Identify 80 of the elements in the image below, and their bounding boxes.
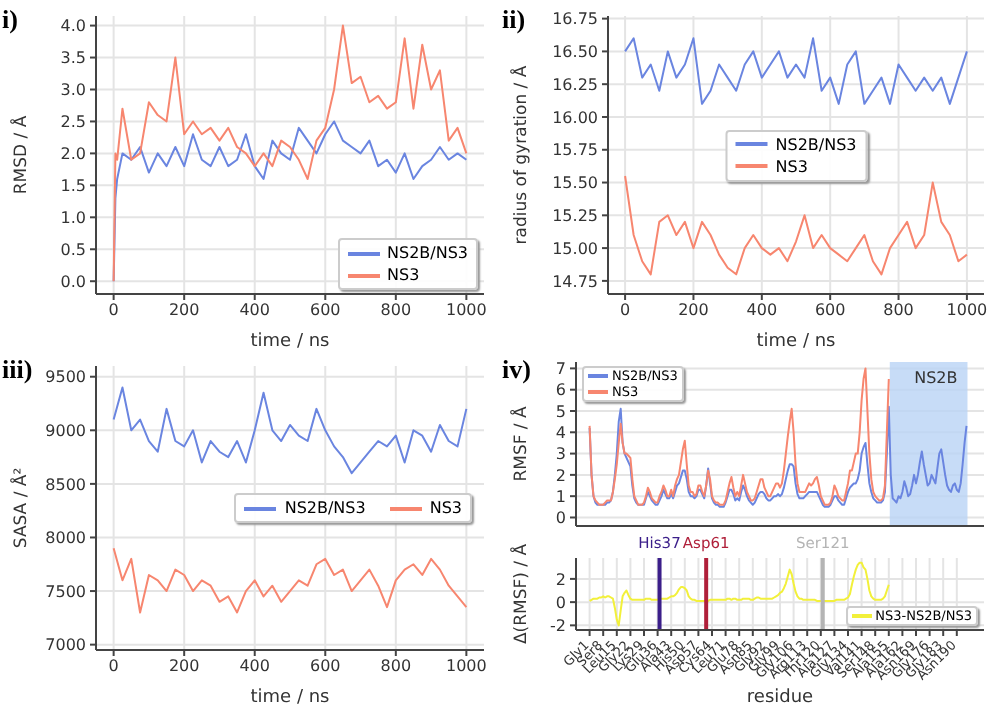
y-tick-label: 4 xyxy=(555,423,566,442)
y-tick-label: 0 xyxy=(555,509,566,528)
x-tick-label: 400 xyxy=(239,301,271,320)
y-tick-label: 0 xyxy=(555,593,566,612)
y-tick-label: 2 xyxy=(555,466,566,485)
legend-label: NS2B/NS3 xyxy=(775,133,857,155)
y-tick-label: 3.5 xyxy=(60,49,86,68)
line-series xyxy=(112,547,468,614)
x-tick-label: 200 xyxy=(168,657,200,676)
x-tick-label: 400 xyxy=(239,657,271,676)
y-tick-label: 15.50 xyxy=(552,174,598,193)
x-tick-label: 0 xyxy=(108,657,119,676)
legend-label: NS2B/NS3 xyxy=(284,497,366,519)
y-tick-label: 0.5 xyxy=(60,240,86,259)
y-tick-label: 1.5 xyxy=(60,177,86,196)
y-tick-label: 4.0 xyxy=(60,17,86,36)
line-series xyxy=(624,174,968,276)
line-series xyxy=(624,37,968,105)
x-tick-label: 800 xyxy=(883,301,914,320)
y-tick-label: 7 xyxy=(555,360,566,379)
line-series xyxy=(588,367,890,506)
y-tick-label: 15.00 xyxy=(552,239,598,258)
x-tick-label: 600 xyxy=(309,657,341,676)
chart-title: ii) xyxy=(502,4,526,36)
y-tick-label: 2.0 xyxy=(60,145,86,164)
x-axis-title: time / ns xyxy=(250,688,331,706)
legend-label: NS2B/NS3 xyxy=(387,242,468,264)
x-tick-label: 0 xyxy=(108,301,119,320)
y-tick-label: 2 xyxy=(555,570,566,589)
y-tick-label: 1.0 xyxy=(60,208,86,227)
x-tick-label: 600 xyxy=(309,301,341,320)
legend-label: NS3 xyxy=(775,155,808,177)
annotation: NS2B xyxy=(914,369,958,388)
x-tick-label: 200 xyxy=(678,301,709,320)
y-tick-label: 15.25 xyxy=(552,207,598,225)
chart-title: iii) xyxy=(2,354,33,386)
y-tick-label: 6 xyxy=(555,381,566,400)
y-tick-label: 0.0 xyxy=(60,272,86,291)
x-tick-label: 400 xyxy=(746,301,778,320)
x-axis-title: residue xyxy=(746,688,815,706)
y-axis-title: RMSD / Å xyxy=(10,115,33,195)
x-tick-label: 0 xyxy=(620,301,631,320)
x-tick-label: 800 xyxy=(380,657,412,676)
y-tick-label: 8500 xyxy=(45,475,86,494)
legend-label: NS3 xyxy=(387,264,420,286)
x-tick-label: 1000 xyxy=(446,657,487,676)
x-axis-title: time / ns xyxy=(756,332,837,352)
chart-title: i) xyxy=(2,4,18,36)
y-tick-label: 3 xyxy=(555,445,566,464)
x-tick-label: 1000 xyxy=(446,301,487,320)
y-axis-title: Δ(RMSF) / Å xyxy=(510,543,533,645)
y-tick-label: 7500 xyxy=(45,582,86,601)
y-tick-label: 14.75 xyxy=(552,272,598,291)
line-series xyxy=(588,405,968,508)
y-tick-label: 7000 xyxy=(45,636,86,655)
y-tick-label: 16.75 xyxy=(552,10,598,29)
x-tick-label: 200 xyxy=(168,301,200,320)
y-tick-label: 16.50 xyxy=(552,43,598,62)
y-axis-title: radius of gyration / Å xyxy=(510,65,533,245)
line-series xyxy=(112,24,468,283)
line-series xyxy=(112,386,468,475)
y-tick-label: -2 xyxy=(550,617,566,636)
y-tick-label: 1 xyxy=(555,487,566,506)
y-tick-label: 9500 xyxy=(45,368,86,387)
y-tick-label: 2.5 xyxy=(60,113,86,132)
y-tick-label: 16.25 xyxy=(552,75,598,94)
y-tick-label: 15.75 xyxy=(552,141,598,160)
x-tick-label: 800 xyxy=(380,301,412,320)
y-axis-title: SASA / Å² xyxy=(10,467,33,549)
x-axis-title: time / ns xyxy=(250,332,331,352)
x-tick-label: 600 xyxy=(814,301,846,320)
y-tick-label: 8000 xyxy=(45,529,86,548)
y-tick-label: 9000 xyxy=(45,421,86,440)
y-tick-label: 5 xyxy=(555,402,566,421)
y-axis-title: RMSF / Å xyxy=(510,406,533,482)
legend-label: NS3 xyxy=(429,497,462,519)
y-tick-label: 16.00 xyxy=(552,108,598,127)
y-tick-label: 3.0 xyxy=(60,81,86,100)
x-tick-label: 1000 xyxy=(946,301,988,320)
chart-title: iv) xyxy=(502,354,531,386)
